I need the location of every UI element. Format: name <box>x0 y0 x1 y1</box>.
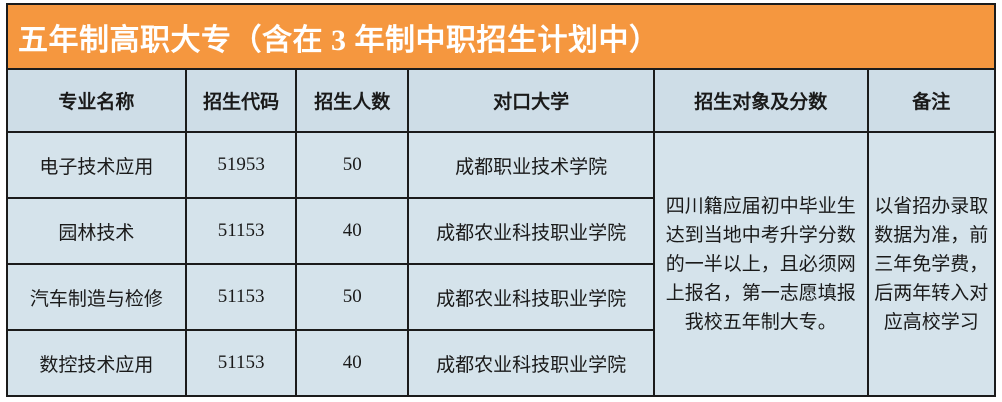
major-cell: 园林技术 <box>6 197 187 265</box>
code-cell: 51153 <box>184 263 298 331</box>
major-cell: 汽车制造与检修 <box>6 263 187 331</box>
remark-cell: 以省招办录取数据为准，前三年免学费，后两年转入对应高校学习 <box>866 131 996 397</box>
page-title: 五年制高职大专（含在 3 年制中职招生计划中） <box>18 23 660 57</box>
college-cell: 成都农业科技职业学院 <box>407 197 656 265</box>
enrollment-table: 专业名称 招生代码 招生人数 对口大学 招生对象及分数 备注 电子技术应用 51… <box>6 68 996 397</box>
header-cell-code: 招生代码 <box>184 68 298 133</box>
table-row: 汽车制造与检修 51153 50 成都农业科技职业学院 <box>6 263 995 331</box>
header-cell-target: 招生对象及分数 <box>653 68 869 133</box>
quota-cell: 40 <box>295 329 410 397</box>
college-cell: 成都农业科技职业学院 <box>407 329 656 397</box>
header-cell-quota: 招生人数 <box>295 68 410 133</box>
code-cell: 51953 <box>184 131 298 199</box>
quota-cell: 50 <box>295 263 410 331</box>
quota-cell: 50 <box>295 131 410 199</box>
table-row: 数控技术应用 51153 40 成都农业科技职业学院 <box>6 329 995 397</box>
target-score-cell: 四川籍应届初中毕业生达到当地中考升学分数的一半以上，且必须网上报名，第一志愿填报… <box>653 131 869 397</box>
college-cell: 成都职业技术学院 <box>407 131 656 199</box>
major-cell: 电子技术应用 <box>6 131 187 199</box>
table-row: 电子技术应用 51953 50 成都职业技术学院 四川籍应届初中毕业生达到当地中… <box>6 131 996 397</box>
college-cell: 成都农业科技职业学院 <box>407 263 656 331</box>
header-cell-college: 对口大学 <box>407 68 656 133</box>
title-banner: 五年制高职大专（含在 3 年制中职招生计划中） <box>6 3 996 70</box>
code-cell: 51153 <box>184 197 298 265</box>
table-row: 园林技术 51153 40 成都农业科技职业学院 <box>6 197 995 265</box>
quota-cell: 40 <box>295 197 410 265</box>
header-cell-major: 专业名称 <box>6 68 187 133</box>
major-cell: 数控技术应用 <box>6 329 187 397</box>
header-cell-remark: 备注 <box>866 68 996 133</box>
code-cell: 51153 <box>184 329 298 397</box>
table-header-row: 专业名称 招生代码 招生人数 对口大学 招生对象及分数 备注 <box>6 68 996 133</box>
